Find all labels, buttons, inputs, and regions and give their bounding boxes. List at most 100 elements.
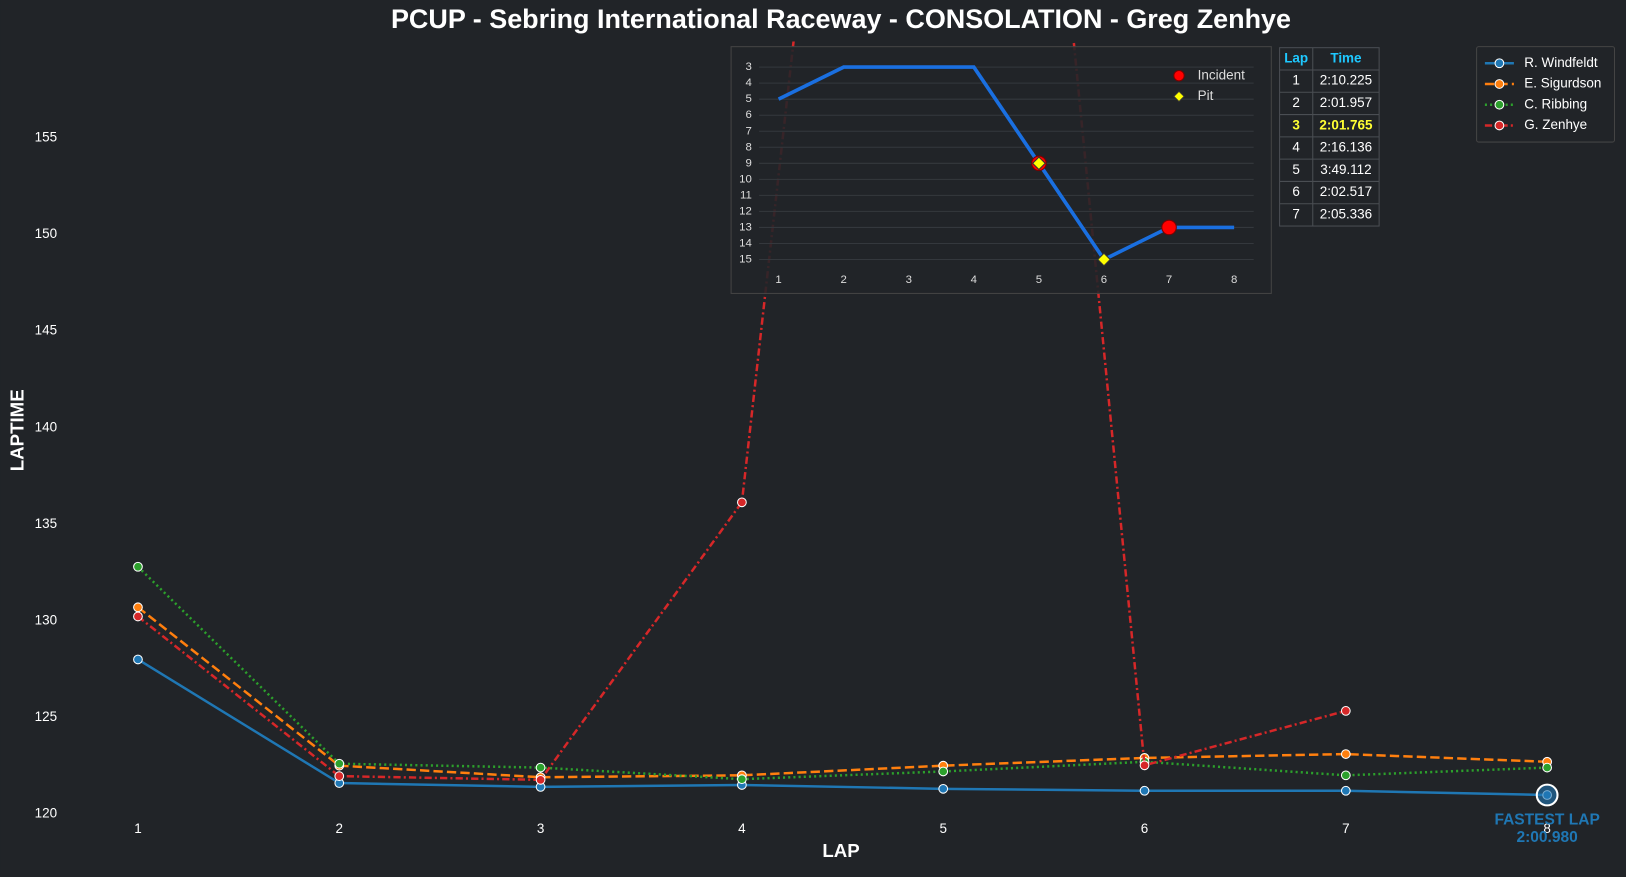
- annotation-label: FASTEST LAP: [1494, 811, 1599, 828]
- inset-x-tick-label: 4: [971, 274, 977, 286]
- y-tick-label: 130: [35, 612, 57, 627]
- data-point: [1542, 762, 1553, 773]
- data-point: [737, 774, 747, 785]
- chart-title: PCUP - Sebring International Raceway - C…: [391, 4, 1291, 34]
- inset-y-tick-label: 4: [745, 77, 751, 89]
- data-point: [938, 783, 949, 794]
- table-cell: 2:01.957: [1320, 95, 1372, 110]
- inset-y-tick-label: 6: [745, 109, 751, 121]
- data-point: [133, 611, 143, 622]
- inset-x-tick-label: 3: [906, 274, 912, 286]
- y-tick-label: 125: [35, 709, 57, 724]
- table-cell: 2:16.136: [1320, 140, 1372, 155]
- x-tick-label: 4: [738, 821, 746, 836]
- legend-marker: [1494, 99, 1505, 110]
- data-point: [1340, 785, 1351, 796]
- y-tick-label: 145: [35, 323, 57, 338]
- y-axis-label: LAPTIME: [7, 389, 28, 471]
- inset-x-tick-label: 1: [775, 274, 781, 286]
- table-cell: 1: [1292, 73, 1300, 88]
- data-point: [1139, 785, 1150, 796]
- y-tick-label: 140: [35, 419, 57, 434]
- inset-panel: [730, 46, 1272, 294]
- inset-x-tick-label: 2: [841, 274, 847, 286]
- x-tick-label: 1: [134, 821, 142, 836]
- inset-y-tick-label: 10: [739, 173, 752, 185]
- table-header: Lap: [1284, 50, 1308, 65]
- x-axis-label: LAP: [822, 840, 859, 861]
- plot-lines: [133, 41, 1553, 800]
- inset-y-tick-label: 13: [739, 221, 752, 233]
- inset-y-tick-label: 5: [745, 93, 751, 105]
- legend-label: R. Windfeldt: [1524, 55, 1598, 70]
- inset-y-tick-label: 14: [739, 237, 752, 249]
- event-marker: [1031, 156, 1046, 171]
- x-tick-label: 8: [1543, 821, 1551, 836]
- inset-y-tick-label: 3: [745, 61, 751, 73]
- table-cell: 2:10.225: [1320, 73, 1372, 88]
- inset-y-tick-label: 9: [745, 157, 751, 169]
- legend-label: C. Ribbing: [1524, 96, 1587, 111]
- table-header: Time: [1330, 50, 1362, 65]
- data-point: [1340, 770, 1351, 781]
- y-tick-label: 120: [35, 805, 57, 820]
- y-tick-label: 135: [35, 516, 57, 531]
- x-tick-label: 7: [1342, 821, 1350, 836]
- table-cell: 3:49.112: [1320, 162, 1371, 177]
- y-tick-label: 150: [35, 226, 57, 241]
- table-cell: 2:01.765: [1319, 117, 1373, 132]
- position-line: [777, 65, 1235, 262]
- inset-legend-label: Pit: [1198, 88, 1214, 103]
- legend-label: E. Sigurdson: [1524, 76, 1601, 91]
- inset-y-tick-label: 15: [739, 254, 752, 266]
- data-point: [133, 654, 143, 665]
- inset-y-tick-label: 7: [745, 125, 751, 137]
- x-tick-label: 2: [336, 821, 344, 836]
- inset-x-tick-label: 5: [1036, 274, 1042, 286]
- data-point: [1340, 706, 1351, 716]
- inset-legend-marker: [1173, 69, 1185, 82]
- annotation-value: 2:00.980: [1516, 829, 1578, 846]
- inset-x-tick-label: 8: [1231, 274, 1237, 286]
- data-point: [133, 602, 143, 613]
- table-cell: 5: [1292, 162, 1300, 177]
- event-marker: [1097, 252, 1111, 267]
- inset-x-tick-label: 6: [1101, 274, 1107, 286]
- data-point: [334, 771, 345, 782]
- data-point: [133, 561, 143, 572]
- inset-y-tick-label: 8: [745, 141, 751, 153]
- data-point: [1139, 760, 1150, 771]
- legend-label: G. Zenhye: [1524, 117, 1587, 132]
- inset-y-tick-label: 11: [740, 189, 752, 201]
- y-tick-label: 155: [35, 130, 57, 145]
- table-cell: 4: [1292, 140, 1300, 155]
- inset-legend-label: Incident: [1198, 67, 1245, 82]
- inset-x-tick-label: 7: [1166, 274, 1172, 286]
- series-line: [137, 565, 1548, 781]
- x-tick-label: 3: [537, 821, 545, 836]
- x-tick-label: 6: [1141, 821, 1149, 836]
- x-tick-label: 5: [939, 821, 947, 836]
- legend-marker: [1494, 58, 1505, 69]
- data-point: [938, 766, 949, 777]
- data-point: [334, 758, 345, 769]
- fastest-lap-marker: [1535, 783, 1559, 807]
- table-cell: 3: [1292, 117, 1300, 132]
- legend-marker: [1494, 120, 1505, 131]
- data-point: [535, 774, 546, 785]
- inset-y-tick-label: 12: [739, 205, 752, 217]
- legend-box: [1476, 46, 1616, 143]
- data-point: [737, 497, 747, 508]
- event-marker: [1161, 219, 1177, 236]
- table-cell: 2:02.517: [1320, 184, 1372, 199]
- table-cell: 7: [1292, 206, 1300, 221]
- inset-legend-marker: [1173, 90, 1185, 103]
- table-cell: 2: [1292, 95, 1300, 110]
- series-line: [137, 658, 1548, 797]
- table-cell: 6: [1292, 184, 1300, 199]
- data-point: [1340, 749, 1351, 759]
- legend-marker: [1494, 79, 1505, 89]
- series-line: [137, 606, 1548, 779]
